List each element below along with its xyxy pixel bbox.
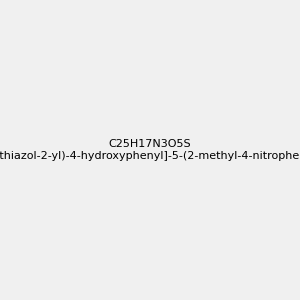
Text: C25H17N3O5S
N-[3-(1,3-benzothiazol-2-yl)-4-hydroxyphenyl]-5-(2-methyl-4-nitrophe: C25H17N3O5S N-[3-(1,3-benzothiazol-2-yl)… — [0, 139, 300, 161]
